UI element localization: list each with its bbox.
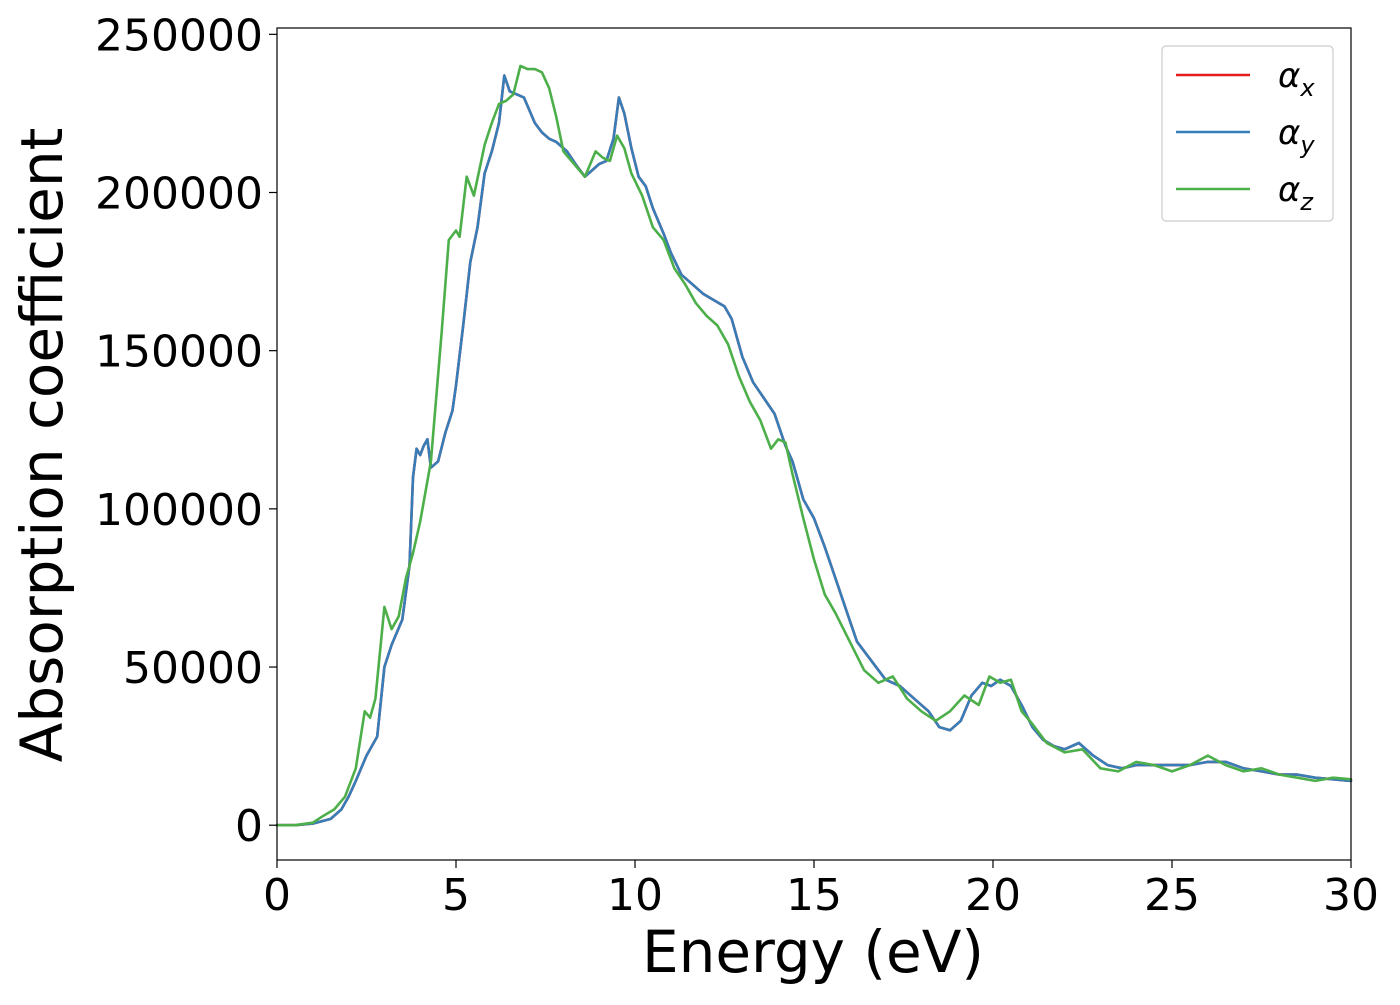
y-tick-label: 200000 (95, 169, 263, 220)
legend: αx αy αz (1161, 45, 1334, 222)
legend-label: αx (1278, 56, 1315, 102)
x-axis: 0 5 10 15 20 25 30 (263, 860, 1379, 921)
x-tick-label: 0 (263, 870, 291, 921)
legend-label: αy (1278, 113, 1315, 159)
y-axis-label: Absorption coefficient (8, 128, 76, 763)
y-axis: 0 50000 100000 150000 200000 250000 (95, 10, 277, 852)
y-tick-label: 50000 (123, 643, 263, 694)
x-tick-label: 5 (442, 870, 470, 921)
lines-layer (275, 64, 1353, 827)
series-line-z (275, 64, 1353, 827)
legend-label: αz (1278, 170, 1314, 216)
x-tick-label: 25 (1144, 870, 1200, 921)
legend-item-x: αx (1176, 56, 1315, 102)
x-tick-label: 15 (786, 870, 842, 921)
x-tick-label: 10 (607, 870, 663, 921)
legend-item-z: αz (1176, 170, 1314, 216)
y-tick-label: 0 (235, 801, 263, 852)
x-tick-label: 30 (1323, 870, 1379, 921)
legend-box (1161, 45, 1334, 222)
x-axis-label: Energy (eV) (642, 918, 984, 986)
x-tick-label: 20 (965, 870, 1021, 921)
series-line-y (275, 74, 1353, 827)
y-tick-label: 100000 (95, 485, 263, 536)
y-tick-label: 150000 (95, 327, 263, 378)
legend-entries: αx αy αz (1176, 56, 1315, 216)
legend-item-y: αy (1176, 113, 1315, 159)
y-tick-label: 250000 (95, 10, 263, 61)
